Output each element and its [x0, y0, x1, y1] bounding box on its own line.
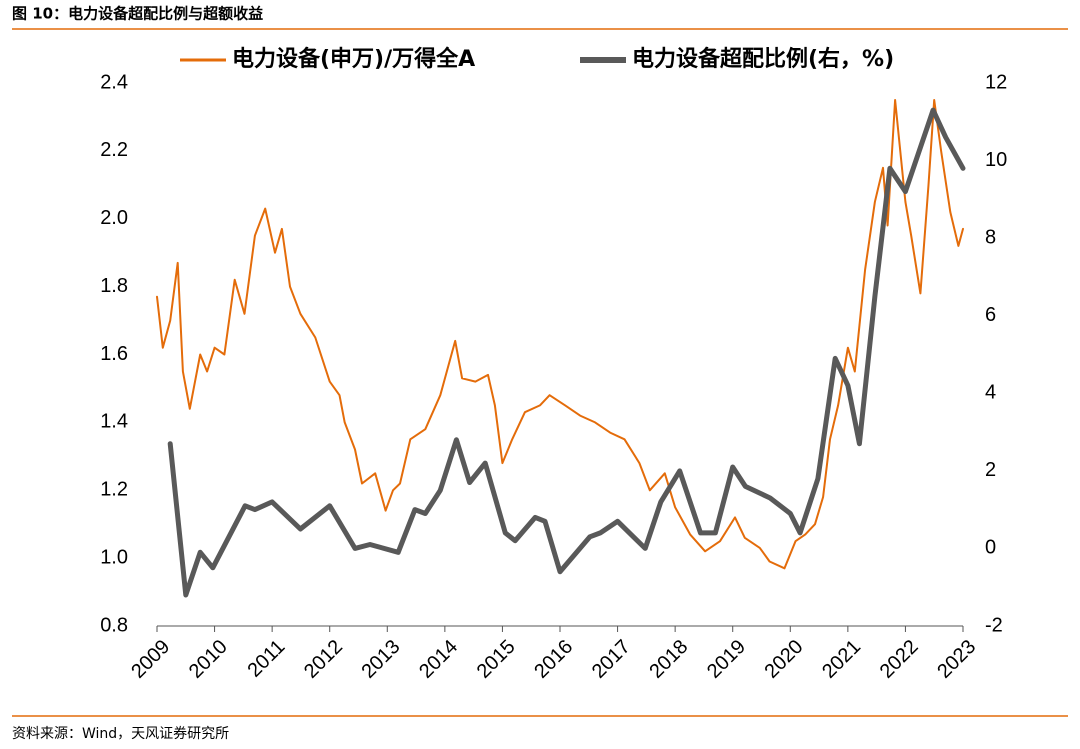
y-tick-label: 2.2: [100, 139, 128, 161]
y2-tick-label: 8: [985, 226, 996, 248]
figure-title: 图 10：电力设备超配比例与超额收益: [12, 5, 263, 23]
x-tick-label: 2015: [473, 636, 520, 683]
y2-tick-label: 4: [985, 382, 996, 404]
x-tick-label: 2014: [415, 636, 462, 683]
x-tick-label: 2019: [703, 636, 750, 683]
x-tick-label: 2023: [933, 636, 980, 683]
y-tick-label: 1.0: [100, 546, 128, 568]
x-tick-label: 2016: [530, 636, 577, 683]
series-line: [167, 107, 966, 598]
y-tick-label: 2.4: [100, 71, 128, 93]
y2-tick-label: 0: [985, 537, 996, 559]
source-note: 资料来源：Wind，天风证券研究所: [12, 726, 229, 742]
x-tick-label: 2013: [358, 636, 405, 683]
y2-tick-label: -2: [985, 614, 1003, 636]
x-tick-label: 2020: [761, 636, 808, 683]
x-tick-label: 2010: [185, 636, 232, 683]
y-tick-label: 0.8: [100, 614, 128, 636]
y-tick-label: 2.0: [100, 207, 128, 229]
y2-tick-label: 10: [985, 149, 1007, 171]
y-tick-label: 1.6: [100, 343, 128, 365]
x-tick-label: 2021: [818, 636, 865, 683]
y-tick-label: 1.8: [100, 275, 128, 297]
y-tick-label: 1.2: [100, 479, 128, 501]
x-tick-label: 2011: [243, 636, 289, 682]
legend-label: 电力设备(申万)/万得全A: [232, 46, 475, 72]
x-tick-label: 2022: [876, 636, 923, 683]
y2-tick-label: 12: [985, 71, 1007, 93]
x-tick-label: 2012: [300, 636, 347, 683]
x-tick-label: 2009: [127, 636, 174, 683]
legend-label: 电力设备超配比例(右，%): [632, 46, 894, 72]
y2-tick-label: 6: [985, 304, 996, 326]
x-tick-label: 2017: [588, 636, 635, 683]
series-line: [156, 99, 964, 570]
y-tick-label: 1.4: [100, 411, 128, 433]
y2-tick-label: 2: [985, 459, 996, 481]
x-tick-label: 2018: [645, 636, 692, 683]
